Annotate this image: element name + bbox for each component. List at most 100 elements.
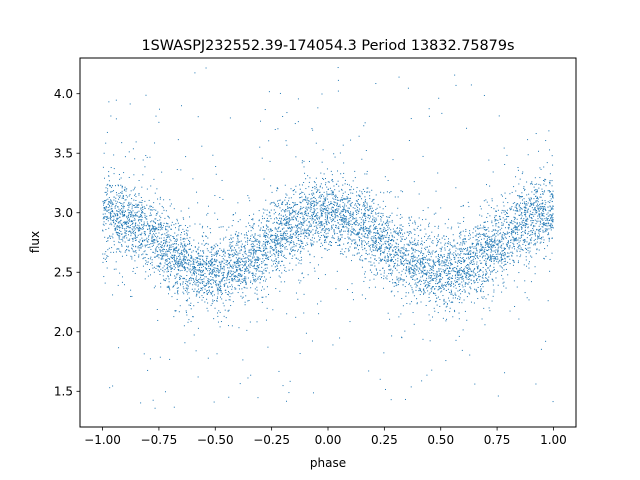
data-point (275, 288, 277, 290)
data-point (115, 268, 117, 270)
data-point (358, 135, 360, 137)
data-point (545, 222, 547, 224)
data-point (186, 300, 188, 302)
data-point (478, 251, 480, 253)
data-point (550, 198, 552, 200)
data-point (115, 200, 117, 202)
data-point (346, 222, 348, 224)
data-point (143, 257, 145, 259)
data-point (457, 274, 459, 276)
data-point (531, 191, 533, 193)
data-point (123, 205, 125, 207)
data-point (187, 259, 189, 261)
data-point (180, 251, 182, 253)
data-point (126, 223, 128, 225)
data-point (135, 214, 137, 216)
data-point (442, 277, 444, 279)
data-point (331, 179, 333, 181)
data-point (190, 302, 192, 304)
data-point (541, 226, 543, 228)
data-point (257, 397, 259, 399)
data-point (256, 240, 258, 242)
data-point (275, 245, 277, 247)
data-point (487, 258, 489, 260)
data-point (384, 243, 386, 245)
data-point (220, 226, 222, 228)
data-point (227, 260, 229, 262)
data-point (363, 235, 365, 237)
data-point (216, 267, 218, 269)
data-point (505, 218, 507, 220)
data-point (147, 258, 149, 260)
data-point (451, 253, 453, 255)
data-point (128, 225, 130, 227)
data-point (115, 197, 117, 199)
data-point (424, 281, 426, 283)
data-point (119, 226, 121, 228)
data-point (429, 238, 431, 240)
data-point (180, 210, 182, 212)
data-point (327, 206, 329, 208)
data-point (228, 253, 230, 255)
data-point (160, 254, 162, 256)
data-point (205, 284, 207, 286)
data-point (434, 265, 436, 267)
data-point (263, 249, 265, 251)
data-point (232, 256, 234, 258)
data-point (130, 235, 132, 237)
data-point (379, 378, 381, 380)
data-point (547, 215, 549, 217)
data-point (213, 269, 215, 271)
data-point (120, 219, 122, 221)
data-point (186, 267, 188, 269)
data-point (394, 224, 396, 226)
data-point (148, 228, 150, 230)
data-point (283, 235, 285, 237)
data-point (244, 261, 246, 263)
data-point (105, 261, 107, 262)
data-point (211, 246, 213, 248)
data-point (270, 228, 272, 230)
data-point (236, 262, 238, 264)
data-point (246, 329, 248, 331)
data-point (200, 250, 202, 252)
data-point (237, 280, 239, 282)
data-point (491, 200, 493, 202)
data-point (522, 219, 524, 221)
data-point (465, 276, 466, 278)
data-point (265, 235, 267, 237)
data-point (540, 193, 542, 195)
data-point (228, 309, 230, 311)
data-point (392, 236, 394, 238)
data-point (375, 240, 377, 242)
data-point (460, 250, 462, 252)
data-point (413, 272, 415, 274)
data-point (230, 247, 232, 249)
data-point (393, 236, 395, 238)
data-point (162, 207, 164, 209)
data-point (474, 383, 476, 385)
data-point (445, 259, 447, 261)
data-point (232, 280, 234, 282)
data-point (351, 224, 353, 226)
data-point (295, 236, 297, 238)
data-point (361, 266, 363, 268)
data-point (392, 159, 394, 161)
data-point (199, 282, 201, 284)
data-point (375, 83, 377, 85)
data-point (249, 225, 251, 226)
data-point (310, 230, 312, 232)
data-point (408, 233, 410, 235)
data-point (330, 203, 332, 205)
data-point (502, 195, 503, 197)
data-point (318, 313, 320, 315)
data-point (157, 266, 159, 268)
data-point (389, 192, 391, 194)
data-point (409, 259, 411, 261)
data-point (302, 232, 304, 234)
data-point (498, 222, 500, 224)
data-point (521, 227, 523, 229)
data-point (487, 242, 489, 244)
data-point (157, 235, 159, 237)
data-point (251, 243, 253, 245)
